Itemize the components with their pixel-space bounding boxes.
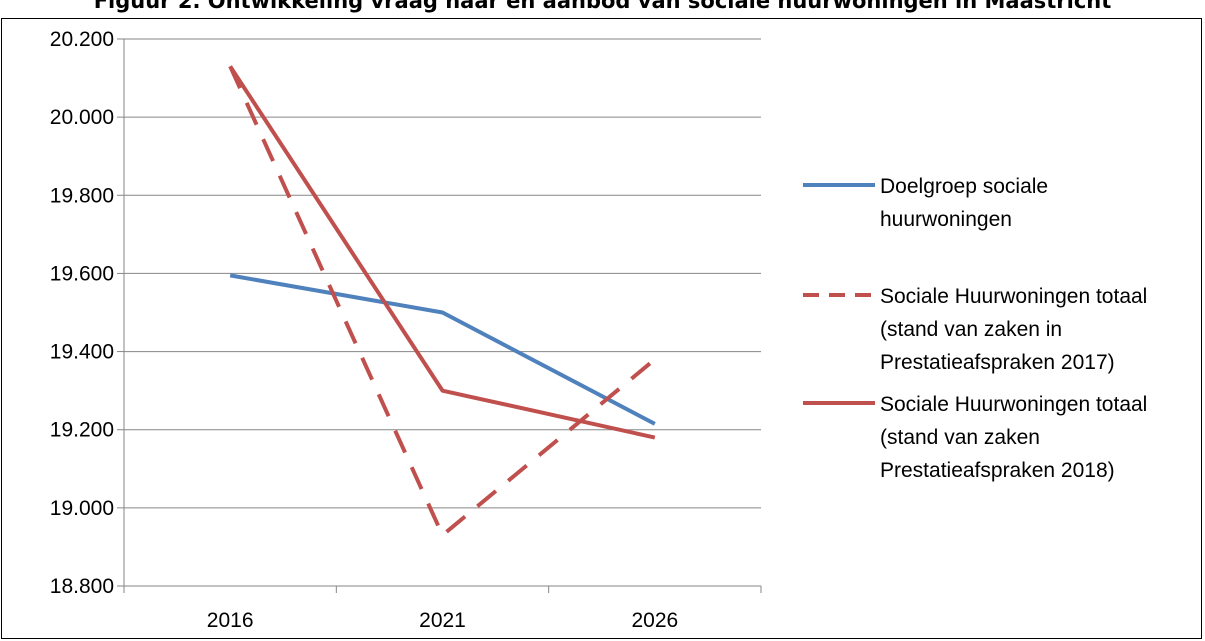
y-tick-label: 19.000 (50, 497, 114, 520)
y-axis-ticks: 18.800 19.000 19.200 19.400 19.600 19.800 20.0… (50, 28, 124, 598)
x-tick-label: 2016 (207, 609, 254, 632)
legend-label-line: Sociale Huurwoningen totaal (880, 393, 1148, 416)
legend-swatch-aanbod-2018 (803, 401, 875, 405)
legend: Doelgroep sociale huurwoningen Sociale H… (798, 170, 1198, 496)
series-lines (228, 65, 657, 538)
legend-label-line: (stand van zaken (880, 426, 1040, 449)
y-tick-label: 19.800 (50, 184, 114, 207)
x-tick-label: 2026 (631, 609, 678, 632)
legend-swatch-doelgroep (803, 183, 875, 187)
legend-item-aanbod-2017: Sociale Huurwoningen totaal (stand van z… (798, 280, 1198, 388)
legend-label-line: Doelgroep sociale (880, 175, 1049, 198)
chart-frame (1, 18, 1202, 639)
legend-label-line: Prestatieafspraken 2017) (880, 351, 1115, 374)
axes (123, 39, 761, 587)
series-line-2 (228, 65, 657, 538)
x-axis-ticks: 2016 2021 2026 (123, 586, 762, 632)
series-line-1 (229, 273, 656, 426)
legend-item-aanbod-2018: Sociale Huurwoningen totaal (stand van z… (798, 388, 1198, 496)
legend-label-line: (stand van zaken in (880, 318, 1063, 341)
y-tick-label: 19.600 (50, 262, 114, 285)
y-tick-label: 19.200 (50, 419, 114, 442)
legend-label-line: Sociale Huurwoningen totaal (880, 285, 1148, 308)
legend-label-line: Prestatieafspraken 2018) (880, 459, 1115, 482)
legend-item-doelgroep: Doelgroep sociale huurwoningen (798, 170, 1198, 246)
gridlines (124, 38, 761, 509)
chart-title: Figuur 2. Ontwikkeling vraag naar en aan… (93, 0, 1112, 13)
x-tick-label: 2021 (419, 609, 466, 632)
y-tick-label: 19.400 (50, 341, 114, 364)
y-tick-label: 20.000 (50, 106, 114, 129)
series-line-3 (228, 65, 656, 440)
legend-swatch-aanbod-2017 (803, 293, 875, 297)
y-tick-label: 18.800 (50, 575, 114, 598)
legend-label-line: huurwoningen (880, 208, 1012, 231)
y-tick-label: 20.200 (50, 28, 114, 51)
